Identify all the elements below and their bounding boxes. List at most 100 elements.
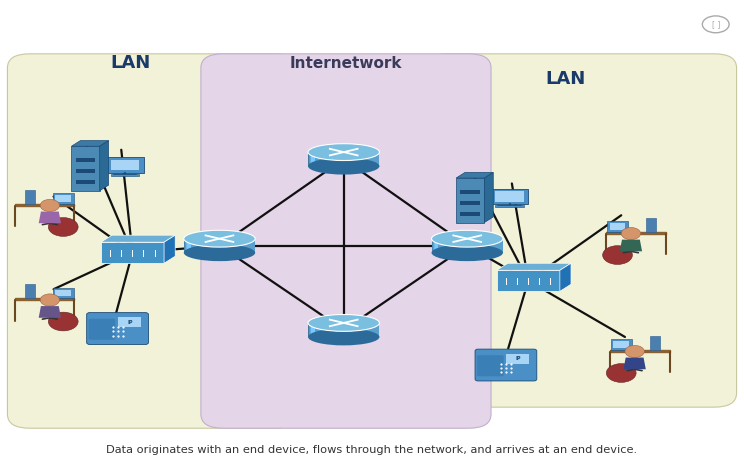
FancyBboxPatch shape (86, 313, 149, 344)
Bar (432, 239, 435, 253)
Bar (310, 152, 314, 166)
Bar (184, 239, 187, 253)
Bar (309, 152, 312, 166)
Bar (25, 190, 35, 204)
Ellipse shape (308, 329, 379, 345)
Bar (310, 152, 312, 166)
Bar (76, 181, 95, 184)
Polygon shape (456, 178, 484, 223)
Bar (650, 336, 660, 350)
Bar (186, 239, 189, 253)
Bar (432, 239, 435, 253)
Polygon shape (620, 240, 642, 251)
Circle shape (606, 364, 636, 382)
Bar (185, 239, 188, 253)
Bar (76, 169, 95, 173)
Bar (185, 239, 189, 253)
Bar (432, 239, 436, 253)
Bar (310, 323, 313, 337)
Ellipse shape (184, 230, 255, 247)
Bar (310, 152, 314, 166)
Polygon shape (100, 235, 176, 242)
Polygon shape (491, 189, 528, 204)
Polygon shape (39, 212, 61, 223)
Polygon shape (456, 172, 493, 178)
Bar (186, 239, 190, 253)
Circle shape (40, 294, 60, 306)
Bar (433, 239, 437, 253)
Bar (76, 158, 95, 162)
Bar (312, 152, 315, 166)
Bar (432, 239, 503, 253)
Circle shape (40, 199, 60, 212)
Bar (310, 323, 313, 337)
Bar (310, 323, 312, 337)
Bar (434, 239, 438, 253)
Circle shape (621, 227, 641, 240)
Bar (312, 323, 315, 337)
Bar (433, 239, 437, 253)
FancyBboxPatch shape (477, 355, 504, 376)
Bar (311, 152, 315, 166)
Bar (432, 239, 435, 253)
Bar (434, 239, 437, 253)
Bar (434, 239, 438, 253)
Bar (309, 152, 312, 166)
FancyBboxPatch shape (475, 349, 537, 381)
Bar (311, 323, 315, 337)
Bar (310, 323, 314, 337)
Circle shape (625, 345, 644, 358)
Bar (185, 239, 188, 253)
Bar (187, 239, 190, 253)
Bar (309, 323, 312, 337)
Bar (308, 152, 379, 166)
Bar (433, 239, 436, 253)
Bar (311, 152, 315, 166)
Bar (496, 205, 524, 207)
Bar (310, 323, 314, 337)
Bar (187, 239, 190, 253)
Bar (461, 201, 480, 205)
Bar (310, 152, 313, 166)
Text: [ ]: [ ] (711, 20, 720, 29)
Bar (53, 288, 74, 298)
Polygon shape (560, 263, 571, 291)
FancyBboxPatch shape (89, 319, 115, 340)
Bar (185, 239, 189, 253)
Bar (435, 239, 438, 253)
Ellipse shape (432, 244, 503, 261)
Polygon shape (71, 140, 109, 146)
Bar (308, 323, 312, 337)
Bar (646, 218, 656, 232)
Bar (434, 239, 438, 253)
Bar (309, 323, 312, 337)
Bar (310, 323, 314, 337)
Text: LAN: LAN (110, 54, 150, 72)
Bar (308, 152, 312, 166)
Bar (187, 239, 190, 253)
Bar (309, 152, 312, 166)
Bar (309, 323, 312, 337)
Text: Internetwork: Internetwork (289, 56, 403, 71)
Bar (308, 323, 379, 337)
Text: Data originates with an end device, flows through the network, and arrives at an: Data originates with an end device, flow… (106, 445, 638, 455)
Bar (434, 239, 437, 253)
Polygon shape (606, 232, 666, 234)
Bar (432, 239, 436, 253)
Bar (185, 239, 188, 253)
Bar (506, 354, 530, 364)
Polygon shape (71, 146, 100, 190)
Bar (308, 323, 312, 337)
Bar (184, 239, 187, 253)
Polygon shape (497, 270, 560, 291)
Polygon shape (15, 298, 74, 300)
Ellipse shape (308, 314, 379, 331)
Ellipse shape (184, 244, 255, 261)
Bar (111, 160, 139, 170)
Text: IP: IP (127, 320, 132, 325)
Bar (55, 290, 71, 296)
Ellipse shape (308, 144, 379, 161)
Bar (187, 239, 190, 253)
Bar (434, 239, 437, 253)
Bar (118, 317, 141, 327)
